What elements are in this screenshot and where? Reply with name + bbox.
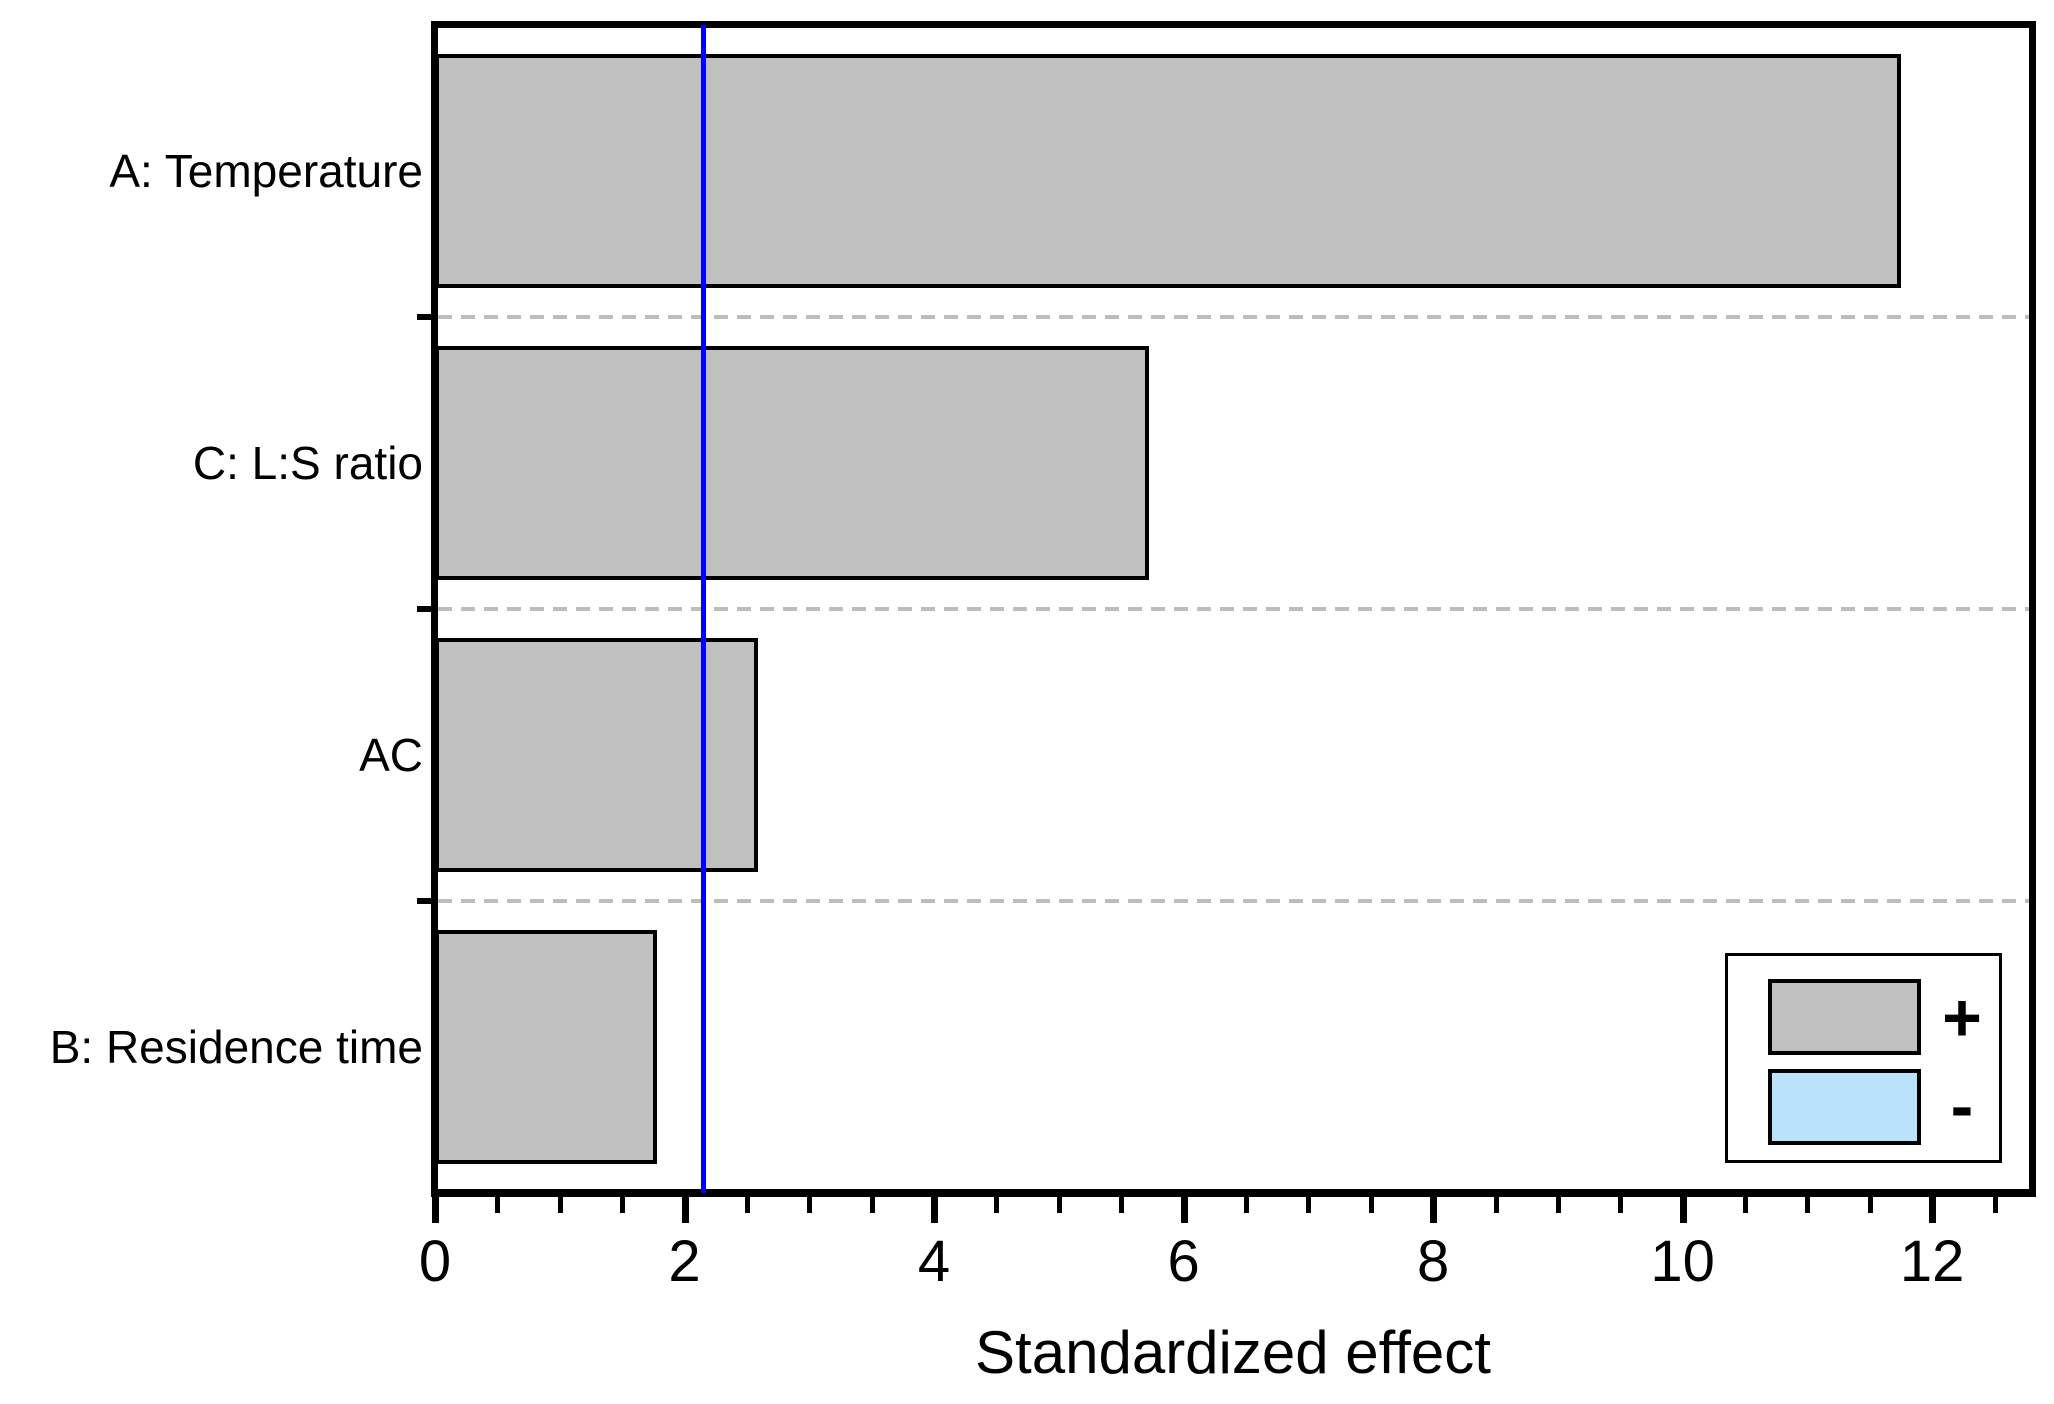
x-minor-tick [1743, 1197, 1749, 1213]
x-tick-label: 8 [1416, 1229, 1450, 1294]
x-minor-tick [807, 1197, 813, 1213]
bar-c-l-s-ratio [435, 346, 1149, 580]
x-minor-tick [495, 1197, 501, 1213]
gridline [438, 315, 2029, 319]
x-minor-tick [1243, 1197, 1249, 1213]
y-separator-tick [417, 314, 434, 320]
x-minor-tick [620, 1197, 626, 1213]
x-tick-label: 6 [1167, 1229, 1200, 1294]
category-label-b-residence-time: B: Residence time [49, 1021, 423, 1073]
category-label-ac: AC [359, 729, 423, 781]
bar-b-residence-time [435, 930, 658, 1164]
gridline [438, 899, 2029, 903]
x-minor-tick [994, 1197, 1000, 1213]
y-separator-tick [417, 898, 434, 904]
x-major-tick [1679, 1197, 1687, 1223]
x-minor-tick [1493, 1197, 1499, 1213]
x-tick-label: 4 [917, 1229, 951, 1294]
x-tick-label: 12 [1899, 1229, 1965, 1294]
x-major-tick [681, 1197, 689, 1223]
x-major-tick [432, 1197, 439, 1223]
x-minor-tick [1555, 1197, 1561, 1213]
x-minor-tick [744, 1197, 750, 1213]
x-tick-label: 0 [418, 1229, 452, 1294]
x-major-tick [1929, 1197, 1937, 1223]
bar-ac [435, 638, 759, 872]
x-minor-tick [1306, 1197, 1312, 1213]
x-major-tick [931, 1197, 939, 1223]
legend-swatch-negative [1768, 1069, 1921, 1145]
category-label-c-l-s-ratio: C: L:S ratio [192, 437, 423, 489]
bar-a-temperature [435, 54, 1901, 288]
x-minor-tick [1056, 1197, 1062, 1213]
legend-label-negative: - [1950, 1068, 1974, 1144]
legend: + - [1725, 953, 2002, 1163]
x-minor-tick [1368, 1197, 1374, 1213]
x-minor-tick [1867, 1197, 1873, 1213]
x-major-tick [1430, 1197, 1438, 1223]
x-minor-tick [557, 1197, 563, 1213]
gridline [438, 607, 2029, 611]
plot-area [431, 21, 2036, 1197]
x-minor-tick [1805, 1197, 1811, 1213]
legend-swatch-positive [1768, 979, 1921, 1055]
x-minor-tick [1992, 1197, 1998, 1213]
x-minor-tick [1618, 1197, 1624, 1213]
x-tick-label: 2 [668, 1229, 701, 1294]
category-label-a-temperature: A: Temperature [109, 145, 423, 197]
y-separator-tick [417, 606, 434, 612]
x-major-tick [1180, 1197, 1188, 1223]
reference-line [701, 25, 707, 1193]
x-minor-tick [869, 1197, 875, 1213]
x-axis-title: Standardized effect [975, 1319, 1491, 1386]
x-minor-tick [1119, 1197, 1125, 1213]
x-tick-label: 10 [1650, 1229, 1715, 1294]
legend-label-positive: + [1942, 980, 1982, 1056]
